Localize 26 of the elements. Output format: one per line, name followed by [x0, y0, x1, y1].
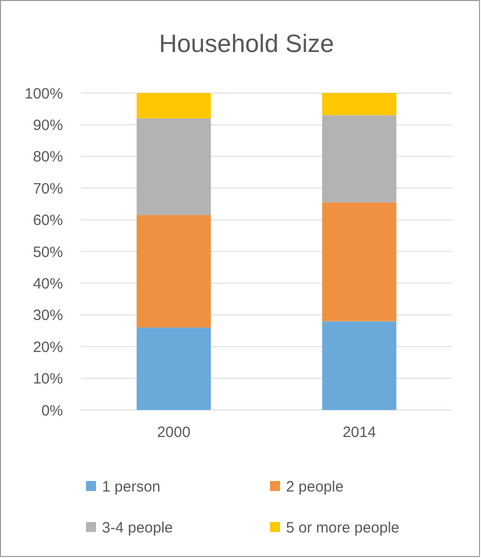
legend-label: 1 person	[102, 478, 160, 496]
y-tick-label: 100%	[24, 85, 63, 102]
bar	[136, 328, 211, 410]
bar	[136, 118, 211, 216]
y-tick-label: 90%	[32, 116, 63, 134]
y-tick-label: 60%	[32, 212, 63, 230]
y-tick-label: 30%	[32, 307, 63, 324]
legend-label: 5 or more people	[286, 519, 400, 536]
legend-label: 3-4 people	[102, 519, 173, 536]
x-tick-label: 2000	[157, 424, 190, 441]
chart-title: Household Size	[158, 30, 334, 58]
y-tick-label: 80%	[32, 148, 63, 166]
bar	[322, 321, 396, 410]
y-tick-label: 20%	[32, 338, 63, 356]
y-tick-label: 70%	[32, 180, 63, 198]
legend-label: 2 people	[286, 478, 344, 496]
y-tick-label: 10%	[32, 370, 63, 388]
y-tick-label: 40%	[32, 275, 63, 292]
y-tick-label: 50%	[32, 244, 63, 261]
x-tick-label: 2014	[342, 424, 376, 441]
bar	[322, 202, 396, 322]
bar	[322, 115, 396, 202]
bar	[136, 93, 211, 118]
y-tick-label: 0%	[41, 402, 63, 420]
bar	[136, 215, 211, 328]
bar	[322, 93, 396, 116]
